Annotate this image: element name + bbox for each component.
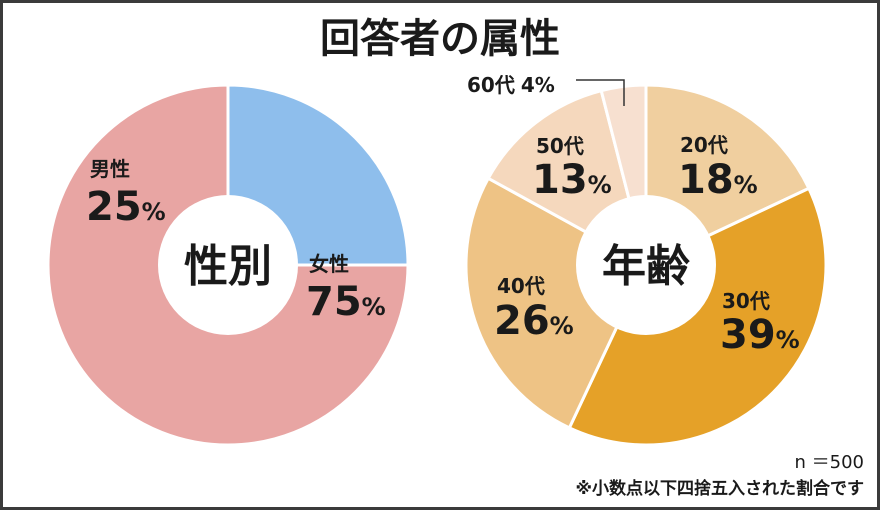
label-male-pct: 25% — [86, 184, 166, 230]
label-age50: 50代 13% — [532, 134, 612, 203]
label-age40: 40代 26% — [494, 274, 574, 344]
label-male-value: 25 — [86, 184, 142, 230]
label-age50-value: 13 — [532, 157, 588, 203]
label-age40-pct: 26% — [494, 298, 574, 344]
sample-size: n ＝500 — [795, 452, 865, 473]
label-male-name: 男性 — [90, 157, 130, 181]
label-female-value: 75 — [306, 279, 362, 325]
chart-title: 回答者の属性 — [320, 16, 560, 62]
label-age30: 30代 39% — [720, 289, 800, 358]
gender-hole — [158, 195, 298, 335]
label-age30-name: 30代 — [722, 289, 770, 313]
label-age20-sign: % — [734, 171, 758, 199]
footnote: ※小数点以下四捨五入された割合です — [575, 478, 864, 499]
label-age40-sign: % — [550, 312, 574, 340]
gender-donut — [46, 83, 410, 447]
gender-center-label: 性別 — [184, 241, 272, 292]
label-age60-name: 60代 — [467, 73, 515, 97]
age-donut — [464, 83, 828, 447]
label-age30-value: 39 — [720, 312, 776, 358]
label-age30-sign: % — [776, 326, 800, 354]
label-age60-text: 60代 4% — [467, 73, 555, 97]
label-female-sign: % — [362, 293, 386, 321]
label-age50-name: 50代 — [536, 134, 584, 158]
gender-slice-female — [46, 83, 410, 447]
label-male-sign: % — [142, 198, 166, 226]
label-age20: 20代 18% — [678, 133, 758, 203]
label-age40-value: 26 — [494, 298, 550, 344]
label-male: 男性 25% — [86, 157, 166, 230]
label-female: 女性 75% — [306, 252, 386, 325]
label-age60-value: 4 — [521, 73, 535, 97]
age-slice-age30 — [567, 186, 828, 447]
label-age40-name: 40代 — [497, 274, 545, 298]
label-age50-sign: % — [588, 171, 612, 199]
leader-line-age60 — [576, 79, 625, 106]
label-age30-pct: 39% — [720, 312, 800, 358]
label-age20-value: 18 — [678, 157, 734, 203]
label-female-name: 女性 — [309, 252, 349, 276]
label-age20-name: 20代 — [680, 133, 728, 157]
label-age60: 60代 4% — [467, 73, 625, 106]
label-female-pct: 75% — [306, 279, 386, 325]
label-age50-pct: 13% — [532, 157, 612, 203]
label-age20-pct: 18% — [678, 157, 758, 203]
age-hole — [576, 195, 716, 335]
label-age60-sign: % — [535, 73, 555, 97]
age-center-label: 年齢 — [602, 241, 690, 292]
